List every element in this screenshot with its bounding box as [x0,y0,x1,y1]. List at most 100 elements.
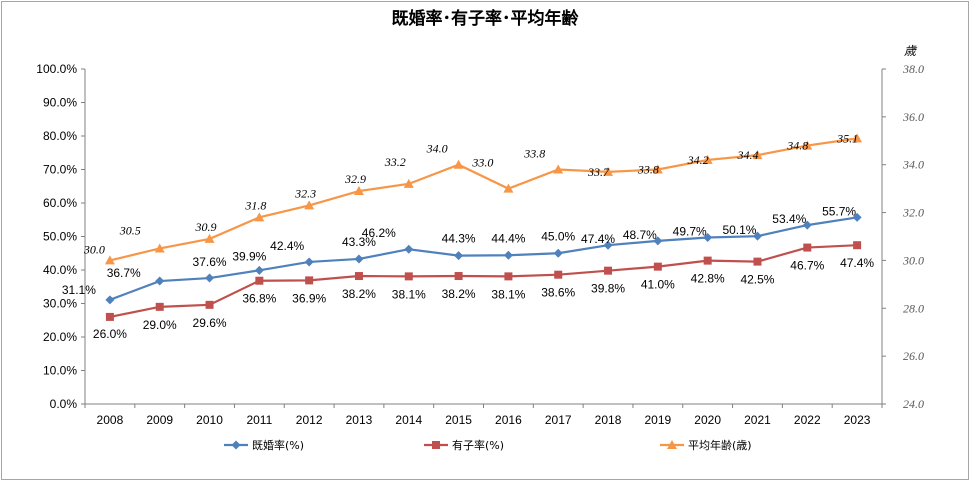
left-tick-label: 40.0% [43,263,77,277]
married-rate-point [653,236,663,246]
married-rate-label: 53.4% [772,212,806,226]
average-age-point [752,150,763,160]
married-rate-point [454,251,464,261]
child-rate-label: 42.5% [740,273,774,287]
average-age-point [403,178,414,188]
child-rate-label: 39.8% [591,282,625,296]
average-age-label: 33.7 [587,165,610,179]
married-rate-label: 42.4% [270,239,304,253]
x-tick-label: 2011 [246,413,272,427]
average-age-label: 33.8 [637,163,659,177]
average-age-label: 34.0 [426,142,448,156]
married-rate-label: 50.1% [722,223,756,237]
right-tick-label: 36.0 [902,110,924,124]
child-rate-point [155,302,164,311]
child-rate-point [653,262,662,271]
average-age-point [553,164,564,174]
right-tick-label: 34.0 [902,158,924,172]
x-tick-label: 2022 [794,413,821,427]
average-age-label: 32.9 [344,172,366,186]
left-tick-label: 70.0% [43,163,77,177]
married-rate-label: 37.6% [193,255,227,269]
x-tick-label: 2021 [744,413,771,427]
married-rate-label: 55.7% [822,204,856,218]
x-tick-label: 2018 [595,413,622,427]
average-age-point [453,159,464,169]
average-age-point [104,255,115,265]
average-age-point [852,133,863,143]
average-age-label: 34.8 [786,139,808,153]
child-rate-label: 38.2% [342,287,376,301]
child-rate-label: 29.6% [193,316,227,330]
married-rate-point [802,220,812,230]
average-age-label: 30.0 [83,242,105,256]
married-rate-point [603,240,613,250]
left-tick-label: 20.0% [43,330,77,344]
married-rate-label: 39.9% [232,249,266,263]
child-rate-label: 36.8% [242,292,276,306]
child-rate-point [504,272,513,281]
x-tick-label: 2012 [296,413,323,427]
child-rate-legend-marker [432,441,440,449]
child-rate-label: 38.6% [541,286,575,300]
child-rate-point [454,272,463,281]
child-rate-point [205,300,214,309]
child-rate-label: 41.0% [641,278,675,292]
x-tick-label: 2016 [495,413,522,427]
x-tick-label: 2010 [196,413,223,427]
average-age-label: 34.4 [736,148,758,162]
average-age-label: 32.3 [294,186,316,200]
child-rate-point [305,276,314,285]
right-tick-label: 26.0 [903,349,924,363]
x-tick-label: 2020 [694,413,721,427]
child-rate-point [753,257,762,266]
average-age-label: 33.8 [523,147,545,161]
married-rate-point [553,248,563,258]
married-rate-point [254,265,264,275]
married-rate-label: 47.4% [581,232,615,246]
married-rate-line [109,216,858,301]
average-age-legend-marker [667,440,677,449]
married-rate-point [205,273,215,283]
right-tick-label: 28.0 [903,301,924,315]
married-rate-point [155,276,165,286]
child-rate-legend-label: 有子率(%) [452,438,504,452]
average-age-point [603,166,614,176]
right-tick-label: 38.0 [902,62,924,76]
married-rate-point [752,231,762,241]
average-age-point [652,164,663,174]
child-rate-label: 47.4% [840,256,874,270]
average-age-label: 31.8 [244,198,266,212]
x-tick-label: 2013 [346,413,373,427]
left-tick-label: 60.0% [43,196,77,210]
child-rate-point [604,266,613,275]
married-rate-label: 49.7% [673,225,707,239]
right-tick-label: 30.0 [902,253,924,267]
married-rate-point [304,257,314,267]
x-tick-label: 2017 [545,413,572,427]
average-age-label: 30.5 [119,223,141,237]
average-age-point [204,233,215,243]
married-rate-label: 46.2% [362,226,396,240]
child-rate-line [109,244,858,318]
right-tick-label: 24.0 [903,397,924,411]
married-rate-label: 48.7% [623,228,657,242]
child-rate-point [255,276,264,285]
chart-title: 既婚率･有子率･平均年齢 [392,8,580,29]
child-rate-point [853,241,862,250]
average-age-point [154,243,165,253]
average-age-legend-label: 平均年齢(歳) [688,438,752,452]
axes: 0.0% 10.0% 20.0% 30.0% 40.0% 50.0% 60.0% 70.0% 8… [36,62,924,427]
married-rate-label: 31.1% [62,283,96,297]
average-age-point [254,212,265,222]
average-age-label: 33.2 [384,155,406,169]
left-tick-label: 30.0% [43,297,77,311]
average-age-point [702,154,713,164]
child-rate-point [354,272,363,281]
left-tick-label: 10.0% [43,364,77,378]
married-rate-label: 36.7% [107,266,141,280]
x-tick-label: 2009 [146,413,173,427]
married-rate-label: 44.3% [442,232,476,246]
left-tick-label: 100.0% [36,62,77,76]
right-axis-unit-label: 歳 [904,44,918,58]
